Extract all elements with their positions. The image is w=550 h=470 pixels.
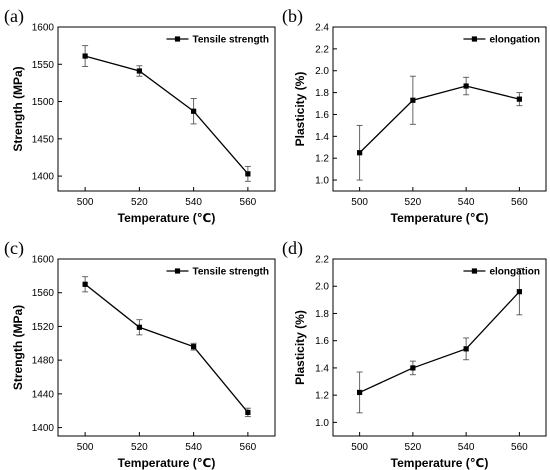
y-axis-label: Plasticity (%) [293,310,307,385]
data-point [82,281,88,287]
legend-marker [471,36,478,42]
series-line [359,85,520,154]
y-tick-label: 1.6 [315,110,329,121]
y-tick-label: 1550 [32,60,55,71]
y-tick-label: 1600 [32,23,55,34]
y-tick-label: 2.4 [315,23,329,34]
legend-label: Tensile strength [193,35,270,46]
data-point [410,97,416,103]
data-point [82,53,88,59]
legend-label: Tensile strength [193,267,270,278]
y-tick-label: 1.0 [315,418,329,429]
data-point [516,96,522,102]
x-tick-label: 540 [458,197,475,208]
legend-marker [174,268,181,274]
x-axis-label: Temperature (℃) [391,211,489,225]
series-line [84,283,249,413]
y-tick-label: 1500 [32,97,55,108]
y-tick-label: 2.0 [315,66,329,77]
chart-panel-4: (d) 500 520 540 560 1.0 1.2 1.4 1.6 1.8 2.0 2.2 Temp… [282,238,547,470]
x-tick-label: 560 [240,197,257,208]
x-axis-label: Temperature (℃) [118,456,216,470]
data-point [136,324,142,330]
data-point [463,83,469,89]
data-point [191,344,197,350]
plot-frame [57,258,276,437]
y-tick-label: 1480 [32,356,55,367]
y-tick-label: 2.0 [315,282,329,293]
plot-frame [57,26,276,192]
panel-label: (a) [4,6,24,27]
x-tick-label: 560 [240,442,257,453]
data-point [245,171,251,177]
series-line [84,55,249,175]
y-tick-label: 1.6 [315,336,329,347]
x-axis-label: Temperature (℃) [391,456,489,470]
data-point [136,68,142,74]
data-point [191,108,197,114]
data-point [410,365,416,371]
chart-panel-3: (c) 500 520 540 560 1400 1440 1480 1520 1560 1600 T… [4,238,276,470]
x-tick-label: 500 [77,197,94,208]
y-tick-label: 1520 [32,322,55,333]
data-point [245,409,251,415]
legend-label: elongation [489,267,540,278]
y-tick-label: 1.0 [315,176,329,187]
data-point [463,346,469,352]
x-tick-label: 520 [131,197,148,208]
y-tick-label: 1560 [32,288,55,299]
y-axis-label: Strength (MPa) [11,66,25,151]
y-tick-label: 1400 [32,423,55,434]
x-tick-label: 560 [511,197,528,208]
y-tick-label: 1.2 [315,391,329,402]
plot-frame [332,258,547,437]
y-tick-label: 1.4 [315,363,329,374]
x-tick-label: 520 [131,442,148,453]
data-point [357,389,363,396]
y-tick-label: 1.8 [315,88,329,99]
y-axis-label: Plasticity (%) [293,72,307,147]
x-tick-label: 540 [185,197,202,208]
x-tick-label: 560 [511,442,528,453]
x-tick-label: 520 [405,197,422,208]
panel-label: (b) [282,6,303,27]
chart-panel-2: (b) 500 520 540 560 1.0 1.2 1.4 1.6 1.8 2.0 2.2 2.4 T… [282,6,547,225]
legend-label: elongation [489,35,540,46]
y-tick-label: 1440 [32,389,55,400]
panel-label: (d) [282,238,303,259]
series-line [359,291,520,394]
data-point [516,289,522,295]
legend-marker [471,268,478,274]
plot-frame [332,26,547,192]
data-point [357,150,363,156]
legend-marker [174,36,181,42]
x-tick-label: 520 [405,442,422,453]
panel-label: (c) [4,238,24,259]
y-tick-label: 2.2 [315,255,329,266]
x-axis-label: Temperature (℃) [118,211,216,225]
x-tick-label: 540 [458,442,475,453]
y-axis-label: Strength (MPa) [11,305,25,390]
y-tick-label: 2.2 [315,44,329,55]
x-tick-label: 500 [351,197,368,208]
x-tick-label: 500 [77,442,94,453]
chart-panel-1: (a) 500 520 540 560 1400 1450 1500 1550 1600 Tempe… [4,6,276,225]
x-tick-label: 500 [351,442,368,453]
y-tick-label: 1450 [32,134,55,145]
y-tick-label: 1.2 [315,154,329,165]
y-tick-label: 1400 [32,172,55,183]
x-tick-label: 540 [185,442,202,453]
y-tick-label: 1.4 [315,132,329,143]
y-tick-label: 1600 [32,255,55,266]
y-tick-label: 1.8 [315,309,329,320]
